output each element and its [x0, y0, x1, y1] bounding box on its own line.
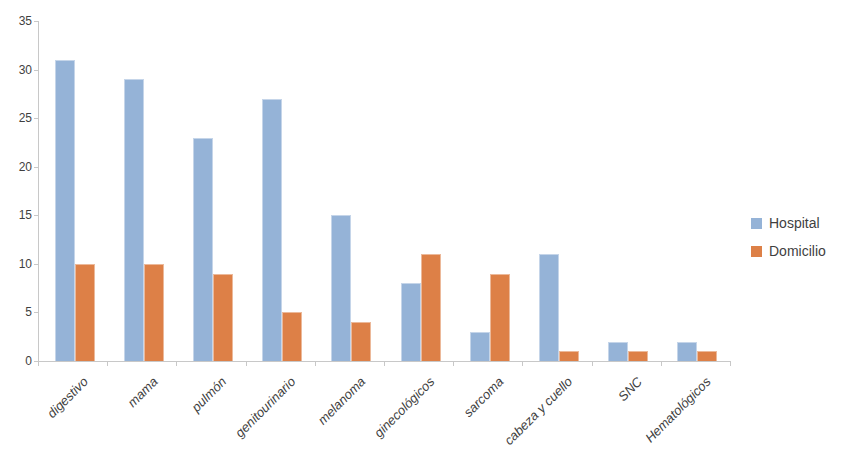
bar-domicilio-3 — [282, 312, 302, 361]
x-tick-mark — [315, 362, 316, 366]
y-axis-label: 5 — [2, 304, 32, 320]
y-tick-mark — [34, 215, 38, 216]
category-label: cabeza y cuello — [502, 374, 576, 448]
y-tick-mark — [34, 264, 38, 265]
bar-domicilio-9 — [697, 351, 717, 361]
bar-domicilio-4 — [351, 322, 371, 361]
y-tick-mark — [34, 118, 38, 119]
x-tick-mark — [384, 362, 385, 366]
x-tick-mark — [522, 362, 523, 366]
bar-hospital-2 — [193, 138, 213, 361]
x-tick-mark — [453, 362, 454, 366]
y-axis-label: 35 — [2, 13, 32, 29]
legend: Hospital Domicilio — [751, 215, 826, 271]
bar-hospital-6 — [470, 332, 490, 361]
bar-domicilio-6 — [490, 274, 510, 361]
category-label: ginecológicos — [371, 374, 437, 440]
legend-swatch-domicilio — [751, 246, 762, 257]
y-axis-label: 15 — [2, 207, 32, 223]
legend-item: Domicilio — [751, 243, 826, 259]
y-tick-mark — [34, 312, 38, 313]
legend-label: Hospital — [769, 215, 820, 231]
bar-domicilio-8 — [628, 351, 648, 361]
y-axis-label: 20 — [2, 159, 32, 175]
x-tick-mark — [107, 362, 108, 366]
x-tick-mark — [592, 362, 593, 366]
category-label: SNC — [615, 374, 645, 404]
bar-hospital-5 — [401, 283, 421, 361]
bar-chart: 0 5 10 15 20 25 30 35 digestivo mama pulmóngenito… — [0, 0, 847, 473]
y-axis-label: 25 — [2, 110, 32, 126]
x-tick-mark — [176, 362, 177, 366]
x-tick-mark — [246, 362, 247, 366]
bar-domicilio-1 — [144, 264, 164, 361]
legend-swatch-hospital — [751, 218, 762, 229]
plot-area — [38, 21, 731, 362]
legend-item: Hospital — [751, 215, 826, 231]
category-label: sarcoma — [461, 374, 507, 420]
bar-domicilio-2 — [213, 274, 233, 361]
y-tick-mark — [34, 21, 38, 22]
bar-domicilio-5 — [421, 254, 441, 361]
x-tick-mark — [38, 362, 39, 366]
bar-hospital-4 — [331, 215, 351, 361]
legend-label: Domicilio — [769, 243, 826, 259]
category-label: pulmón — [189, 374, 230, 415]
y-axis-label: 10 — [2, 256, 32, 272]
y-tick-mark — [34, 167, 38, 168]
y-axis-label: 0 — [2, 353, 32, 369]
bar-hospital-1 — [124, 79, 144, 361]
x-tick-mark — [730, 362, 731, 366]
bar-domicilio-0 — [75, 264, 95, 361]
bar-hospital-8 — [608, 342, 628, 361]
bar-domicilio-7 — [559, 351, 579, 361]
bar-hospital-9 — [677, 342, 697, 361]
y-tick-mark — [34, 70, 38, 71]
x-tick-mark — [661, 362, 662, 366]
bar-hospital-0 — [55, 60, 75, 361]
bar-hospital-3 — [262, 99, 282, 361]
category-label: Hematológicos — [643, 374, 714, 445]
y-axis-label: 30 — [2, 62, 32, 78]
bar-hospital-7 — [539, 254, 559, 361]
category-label: mama — [124, 374, 160, 410]
category-label: melanoma — [314, 374, 368, 428]
category-label: genitourinario — [232, 374, 298, 440]
category-label: digestivo — [44, 374, 91, 421]
